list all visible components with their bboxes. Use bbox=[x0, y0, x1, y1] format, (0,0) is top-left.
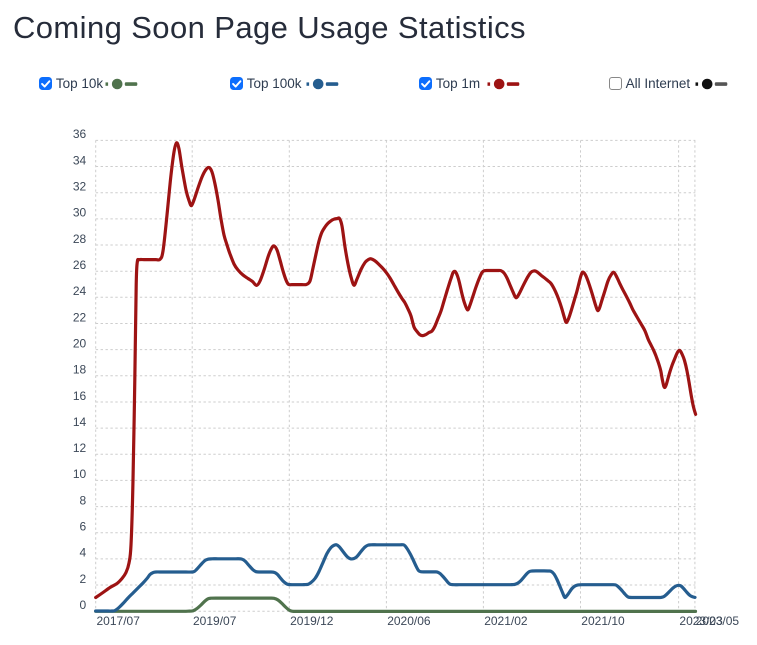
svg-text:16: 16 bbox=[73, 389, 87, 403]
svg-text:2021/10: 2021/10 bbox=[581, 614, 625, 628]
svg-text:32: 32 bbox=[73, 180, 87, 194]
svg-text:2017/07: 2017/07 bbox=[97, 614, 141, 628]
svg-text:2021/02: 2021/02 bbox=[484, 614, 528, 628]
svg-text:4: 4 bbox=[80, 546, 87, 560]
svg-text:36: 36 bbox=[73, 127, 87, 141]
svg-text:2: 2 bbox=[80, 572, 87, 586]
svg-text:10: 10 bbox=[73, 467, 87, 481]
svg-text:18: 18 bbox=[73, 363, 87, 377]
svg-text:2020/06: 2020/06 bbox=[387, 614, 431, 628]
svg-text:12: 12 bbox=[73, 441, 87, 455]
svg-text:2023/05: 2023/05 bbox=[696, 614, 740, 628]
svg-text:2019/12: 2019/12 bbox=[290, 614, 334, 628]
svg-text:0: 0 bbox=[80, 598, 87, 612]
svg-text:34: 34 bbox=[73, 153, 87, 167]
svg-text:22: 22 bbox=[73, 310, 87, 324]
svg-text:24: 24 bbox=[73, 284, 87, 298]
svg-text:20: 20 bbox=[73, 336, 87, 350]
svg-text:6: 6 bbox=[80, 520, 87, 534]
svg-text:2023/03: 2023/03 bbox=[679, 614, 723, 628]
svg-text:8: 8 bbox=[80, 493, 87, 507]
svg-text:2019/07: 2019/07 bbox=[193, 614, 237, 628]
svg-text:30: 30 bbox=[73, 206, 87, 220]
svg-text:28: 28 bbox=[73, 232, 87, 246]
svg-text:26: 26 bbox=[73, 258, 87, 272]
svg-text:14: 14 bbox=[73, 415, 87, 429]
